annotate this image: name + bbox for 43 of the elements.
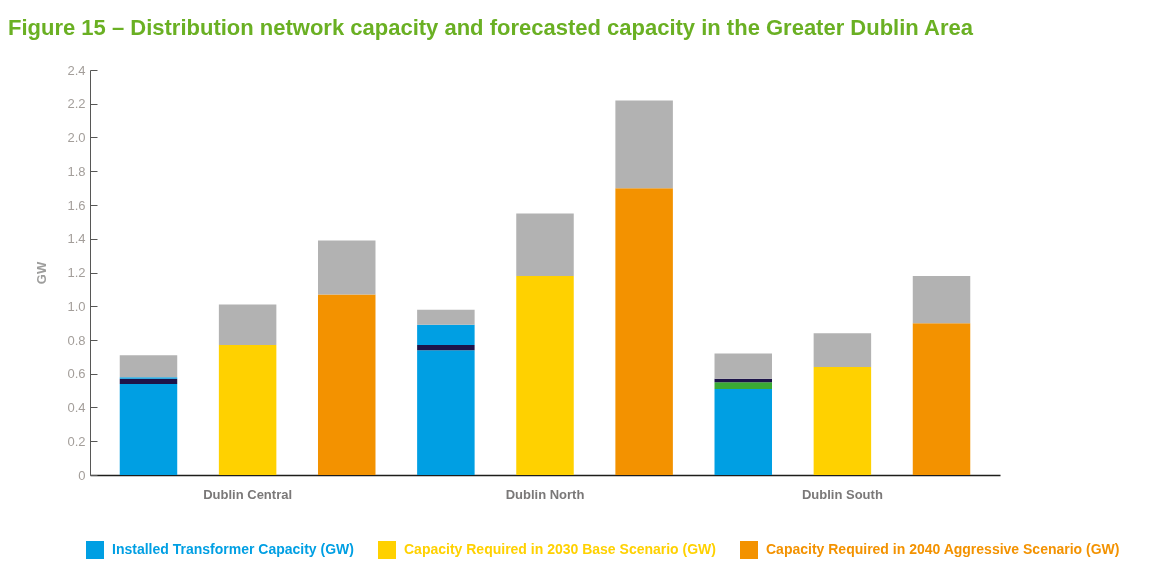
bar <box>417 345 475 351</box>
y-tick-label: 1.8 <box>67 163 86 179</box>
y-tick-label: 0.6 <box>67 366 86 382</box>
bar <box>714 388 772 475</box>
y-tick-label: 1.6 <box>67 197 86 213</box>
legend-label: Capacity Required in 2030 Base Scenario (GW) <box>404 541 716 557</box>
bar <box>813 333 872 367</box>
bar <box>615 100 673 189</box>
y-tick-label: 0.2 <box>67 433 86 449</box>
bar <box>417 350 475 475</box>
bar <box>714 353 772 379</box>
y-tick-label: 0 <box>78 467 86 483</box>
bar <box>615 188 673 475</box>
bar <box>119 378 178 384</box>
bar <box>318 294 376 475</box>
x-tick-label: Dublin Central <box>203 486 293 502</box>
bar <box>318 240 376 295</box>
bar <box>912 323 971 475</box>
y-tick-label: 0.4 <box>67 400 86 415</box>
bar <box>516 275 574 475</box>
y-tick-label: 2.0 <box>67 130 86 145</box>
legend-label: Installed Transformer Capacity (GW) <box>112 541 354 557</box>
y-tick-label: 1.2 <box>67 265 86 280</box>
chart-title: Figure 15 – Distribution network capacity and forecasted capacity in the Greater Dublin Area <box>8 15 974 40</box>
legend-label: Capacity Required in 2040 Aggressive Scenario (GW) <box>766 541 1120 557</box>
bar <box>417 324 475 346</box>
y-tick-label: 1.0 <box>67 298 86 314</box>
bar <box>813 367 872 475</box>
y-tick-label: 1.4 <box>67 231 86 247</box>
bar <box>516 213 574 276</box>
y-tick-label: 2.2 <box>67 96 86 112</box>
bar <box>912 275 971 324</box>
x-tick-label: Dublin North <box>505 486 585 502</box>
y-tick-label: 0.8 <box>67 332 86 348</box>
y-axis-title: GW <box>34 261 50 285</box>
bar <box>218 304 277 346</box>
y-tick-label: 2.4 <box>67 62 86 78</box>
bar <box>417 309 475 325</box>
x-tick-label: Dublin South <box>801 486 883 502</box>
bar <box>218 345 277 475</box>
bar <box>119 383 178 475</box>
bar <box>119 355 178 378</box>
bar <box>714 382 772 389</box>
